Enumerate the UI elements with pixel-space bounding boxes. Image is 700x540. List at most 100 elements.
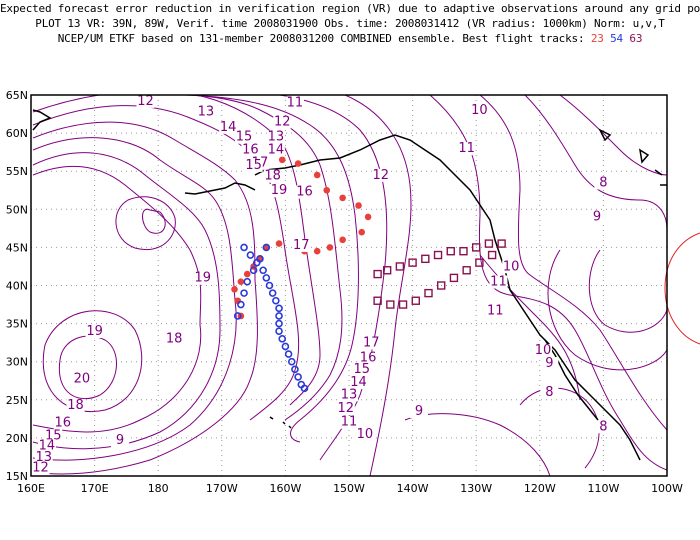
contour-label-bg [533, 344, 552, 358]
contour-line [115, 196, 176, 250]
track-a-dot [313, 247, 321, 255]
contour-label: 10 [503, 259, 520, 274]
title-line-1: Expected forecast error reduction in ver… [0, 2, 700, 15]
track-b-ring [275, 304, 283, 313]
lat-tick-label: 30N [6, 356, 28, 369]
contour-label-bg [295, 185, 314, 199]
track-c-square [386, 300, 395, 309]
track-c-square [408, 258, 417, 267]
track-b-ring [287, 357, 296, 366]
contour-line [120, 95, 343, 421]
track-b-ring [240, 289, 248, 297]
contour-label: 12 [137, 94, 154, 109]
track-b-ring [268, 289, 277, 297]
contour-label: 15 [236, 130, 253, 145]
contour-label: 16 [360, 351, 377, 366]
track-b-ring [249, 266, 258, 275]
track-c-square [395, 262, 405, 271]
contour-label-bg [136, 94, 155, 108]
track-c-square [446, 247, 455, 256]
contour-line [547, 249, 667, 371]
lon-tick-label: 160W [269, 482, 301, 495]
track-a-dot [278, 156, 286, 164]
track-c-square [484, 239, 494, 248]
lon-tick-label: 120W [524, 482, 556, 495]
lat-tick-label: 35N [6, 318, 28, 331]
contour-label-bg [241, 143, 260, 157]
contour-label: 12 [338, 401, 355, 416]
contour-label-bg [244, 158, 263, 172]
track-a-label: 23 [590, 32, 604, 45]
contour-label-bg [409, 405, 428, 419]
track-b-ring [256, 255, 264, 263]
track-b-ring [275, 312, 283, 320]
lon-tick-label: 100W [651, 482, 683, 495]
contour-label: 11 [341, 415, 358, 430]
contour-line [559, 95, 667, 176]
contour-label: 12 [32, 460, 49, 475]
contour-label: 16 [55, 415, 72, 430]
lat-tick-label: 20N [6, 432, 28, 445]
flight-track-c [373, 239, 506, 309]
track-b-ring [294, 373, 302, 381]
track-c-square [433, 250, 443, 260]
contour-label: 16 [242, 143, 259, 158]
track-b-ring [291, 365, 299, 374]
track-b-ring [284, 350, 293, 358]
track-b-ring [275, 319, 283, 328]
track-b-ring [262, 274, 271, 282]
track-c-square [382, 266, 392, 275]
track-c-square [373, 269, 382, 279]
contour-label: 12 [373, 168, 390, 183]
lon-tick-label: 130W [460, 482, 492, 495]
track-b-ring [275, 327, 283, 336]
contour-label-bg [66, 398, 85, 412]
latitude-labels: 65N 60N 55N 50N 45N 40N 35N 30N 25N 20N 15N [6, 89, 28, 483]
track-b-ring [237, 300, 245, 309]
contour-label-bg [292, 238, 311, 252]
contour-label: 13 [268, 130, 285, 145]
contour-label: 8 [599, 175, 607, 190]
contour-label-bg [588, 210, 607, 224]
contour-label: 13 [341, 387, 358, 402]
track-a-dot [358, 228, 366, 236]
track-b-ring [259, 266, 267, 275]
contour-label-bg [340, 388, 358, 402]
track-b-ring [278, 335, 287, 343]
hawaii-islands [269, 416, 292, 429]
title-line-3-text: NCEP/UM ETKF based on 131-member 2008031… [57, 32, 585, 45]
contour-line [58, 335, 117, 400]
contour-line [42, 310, 143, 412]
lat-tick-label: 50N [6, 203, 28, 216]
contour-line [429, 95, 667, 471]
contour-label-bg [540, 385, 559, 399]
track-a-dot [231, 286, 238, 293]
contour-line [479, 95, 667, 431]
contour-line [32, 152, 221, 450]
contour-label: 11 [287, 95, 304, 110]
lon-tick-label: 170W [206, 482, 238, 495]
contour-label: 9 [545, 356, 553, 371]
contour-label: 19 [86, 324, 103, 339]
contour-label-bg [31, 461, 50, 475]
title-line-2: PLOT 13 VR: 39N, 89W, Verif. time 200803… [35, 17, 665, 30]
track-a-dot [237, 278, 245, 285]
title-line-3: NCEP/UM ETKF based on 131-member 2008031… [0, 32, 700, 45]
contour-label: 11 [487, 303, 504, 318]
contour-label: 8 [599, 419, 607, 434]
verification-region-circle [664, 232, 700, 345]
contour-label-bg [352, 363, 371, 377]
contour-line [404, 413, 551, 476]
contour-label: 16 [296, 185, 313, 200]
lat-tick-label: 25N [6, 394, 28, 407]
contour-label: 12 [274, 114, 291, 129]
contour-label-bg [37, 439, 56, 453]
contour-label: 17 [293, 238, 310, 253]
contour-label: 10 [535, 343, 552, 358]
contour-label-bg [270, 184, 289, 198]
contour-label-bg [266, 143, 285, 157]
contour-label: 14 [268, 143, 285, 158]
track-a-dot [323, 186, 331, 194]
track-c-square [373, 296, 382, 305]
